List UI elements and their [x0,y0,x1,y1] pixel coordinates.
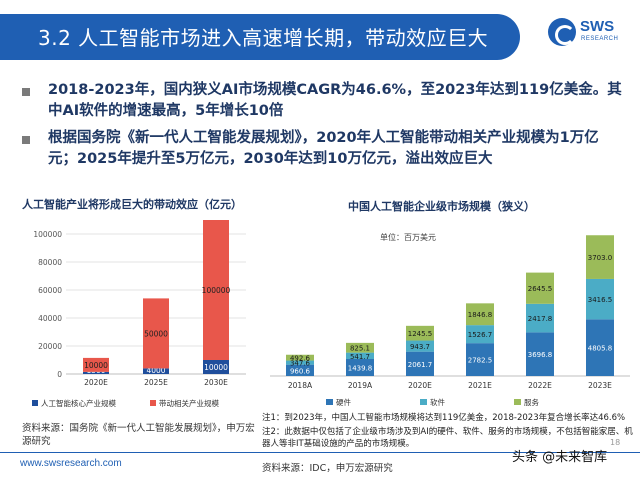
bar-software [406,340,434,352]
data-label: 943.7 [410,343,430,351]
x-tick-label: 2022E [528,381,552,390]
bar-hardware [526,332,554,376]
x-tick-label: 2018A [288,381,313,390]
data-label: 1846.8 [468,311,493,319]
data-label: 2417.8 [528,315,553,323]
data-label: 10000 [84,361,108,370]
y-tick-label: 100000 [33,230,62,239]
data-label: 2061.7 [408,361,433,369]
bar-service [286,354,314,361]
data-label: 3416.5 [588,296,613,304]
unit-label: 单位：百万美元 [380,232,436,242]
bar-software [466,325,494,344]
data-label: 100000 [202,286,231,295]
legend-label: 服务 [524,397,539,407]
left-chart-source: 资料来源：国务院《新一代人工智能发展规划》，申万宏源研究 [22,423,255,447]
right-chart-note-2: 注2：此数据中仅包括了企业级市场涉及到AI的硬件、软件、服务的市场规模，不包括智… [262,427,633,449]
bar-core [203,360,229,374]
bar-related [203,220,229,360]
bar-software [286,360,314,365]
page-title: 3.2 人工智能市场进入高速增长期，带动效应巨大 [38,26,489,50]
x-tick-label: 2023E [588,381,612,390]
y-tick-label: 0 [57,370,62,379]
legend-swatch [420,399,427,405]
bullet-text: 根据国务院《新一代人工智能发展规划》，2020年人工智能带动相关产业规模为1万亿… [48,130,599,167]
bullet-square-icon [22,88,30,96]
bar-core [83,371,109,374]
bullet-text: 2018-2023年，国内狭义AI市场规模CAGR为46.6%，至2023年达到… [48,82,622,119]
bar-software [586,278,614,320]
y-tick-label: 80000 [38,258,62,267]
data-label: 347.6 [290,360,311,368]
legend-swatch [514,399,521,405]
x-tick-label: 2020E [84,378,108,387]
bar-service [526,272,554,304]
bar-related [143,298,169,369]
data-label: 4805.8 [588,345,613,353]
data-label: 825.1 [350,345,370,353]
bar-core [143,368,169,374]
bar-hardware [466,343,494,376]
footer-url[interactable]: www.swsresearch.com [20,458,122,469]
data-label: 2645.5 [528,285,553,293]
bar-service [586,235,614,279]
right-chart-source: 资料来源：IDC，申万宏源研究 [262,463,393,474]
legend-swatch [32,400,38,406]
legend-swatch [326,399,333,405]
legend-label: 人工智能核心产业规模 [41,398,116,408]
data-label: 4000 [146,366,165,375]
x-tick-label: 2021E [468,381,492,390]
bar-hardware [406,351,434,376]
bar-service [346,342,374,353]
bar-hardware [286,364,314,376]
data-label: 2782.5 [468,357,493,365]
data-label: 492.6 [290,355,311,363]
x-tick-label: 2030E [204,378,228,387]
data-label: 1245.5 [408,330,433,338]
y-tick-label: 60000 [38,286,62,295]
bar-service [466,303,494,326]
bar-hardware [346,359,374,376]
logo-icon [548,18,576,46]
y-tick-label: 20000 [38,342,62,351]
legend-label: 硬件 [336,397,351,407]
data-label: 1439.8 [348,365,373,373]
legend-label: 带动相关产业规模 [159,398,219,408]
bar-related [83,357,109,372]
legend-label: 软件 [430,397,445,407]
bar-software [346,352,374,360]
data-label: 3696.8 [528,351,553,359]
left-chart-title: 人工智能产业将形成巨大的带动效应（亿元） [22,198,242,211]
left-chart: 0200004000060000800001000001500100002020… [32,220,246,408]
right-chart-title: 中国人工智能企业级市场规模（狭义） [348,200,535,213]
x-tick-label: 2025E [144,378,168,387]
data-label: 541.7 [350,353,370,361]
footer-divider [0,452,640,453]
data-label: 1526.7 [468,331,493,339]
x-tick-label: 2020E [408,381,432,390]
y-tick-label: 40000 [38,314,62,323]
page-number: 18 [610,438,621,447]
data-label: 3703.0 [588,254,613,262]
logo-text: SWS [580,18,615,35]
logo-subtext: RESEARCH [581,36,619,42]
data-label: 10000 [204,363,228,372]
bar-software [526,303,554,333]
sws-logo: SWS RESEARCH [548,16,628,50]
watermark: 头条 @未来智库 [512,450,608,465]
title-bar: 3.2 人工智能市场进入高速增长期，带动效应巨大 [0,14,520,60]
data-label: 960.6 [290,367,311,375]
bullet-square-icon [22,136,30,144]
bar-service [406,325,434,341]
right-chart-note-1: 注1：到2023年，中国人工智能市场规模将达到119亿美金，2018-2023年… [262,413,626,423]
legend-swatch [150,400,156,406]
x-tick-label: 2019A [348,381,373,390]
data-label: 50000 [144,329,168,338]
bar-hardware [586,319,614,376]
